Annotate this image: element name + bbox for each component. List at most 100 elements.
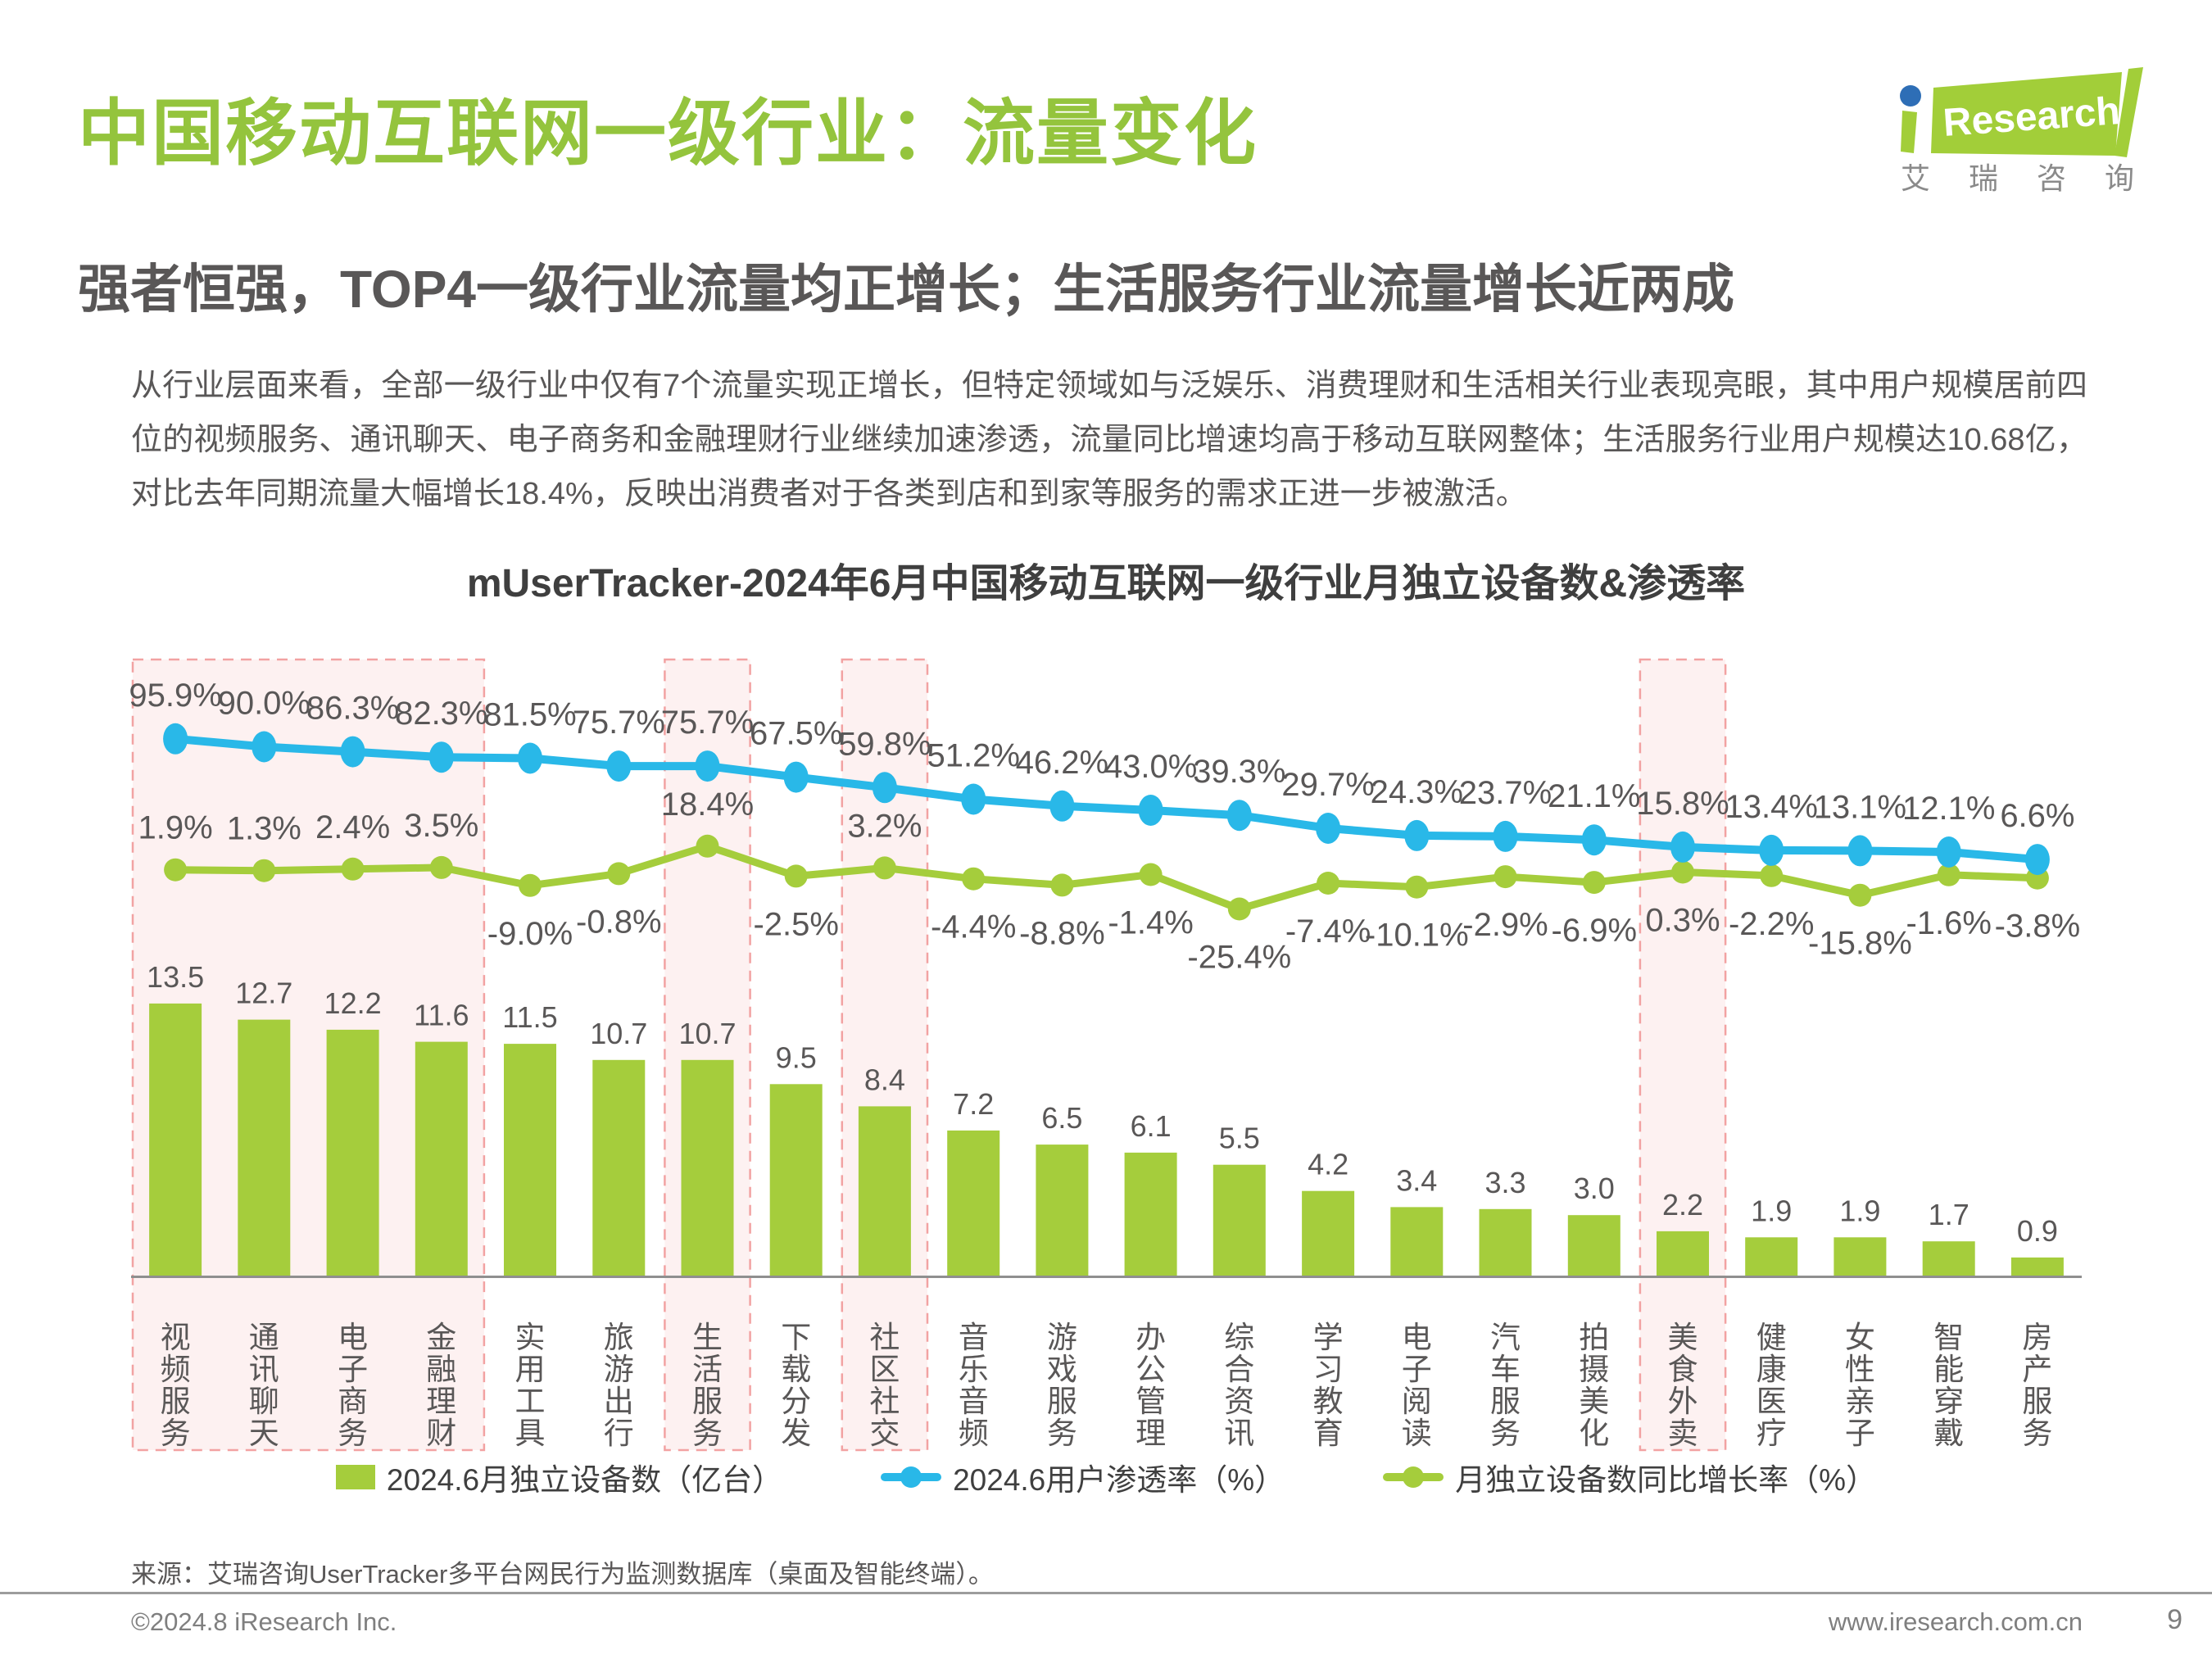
penetration-label: 29.7% — [1281, 767, 1374, 803]
category-label: 游戏服务 — [1047, 1321, 1077, 1450]
legend-line-dot-icon — [900, 1466, 922, 1488]
logo-flag-shape — [1931, 72, 2122, 156]
logo-i-dot-icon — [1900, 85, 1921, 107]
bar-生活服务 — [681, 1059, 734, 1276]
growth-label: -4.4% — [931, 909, 1017, 945]
penetration-label: 6.6% — [2000, 798, 2074, 834]
penetration-point — [695, 750, 720, 782]
logo-cn-text: 艾瑞咨询 — [1901, 161, 2173, 195]
bar-value-label: 3.0 — [1574, 1172, 1615, 1205]
growth-label: -8.8% — [1019, 915, 1105, 951]
growth-point — [519, 873, 542, 897]
penetration-point — [1936, 836, 1961, 868]
bar-实用工具 — [504, 1044, 556, 1276]
growth-label: 3.2% — [847, 808, 922, 844]
bar-电子商务 — [326, 1029, 379, 1276]
penetration-point — [163, 723, 188, 755]
bar-value-label: 1.7 — [1929, 1198, 1969, 1231]
bar-value-label: 9.5 — [776, 1040, 817, 1074]
penetration-point — [606, 750, 632, 782]
chart-title: mUserTracker-2024年6月中国移动互联网一级行业月独立设备数&渗透… — [466, 562, 1746, 605]
bar-视频服务 — [149, 1003, 202, 1276]
growth-label: 3.5% — [404, 808, 478, 844]
bar-房产服务 — [2010, 1257, 2064, 1276]
growth-label: -10.1% — [1365, 918, 1469, 954]
penetration-point — [1226, 800, 1252, 832]
category-label: 通讯聊天 — [249, 1321, 279, 1450]
penetration-point — [340, 736, 365, 768]
bar-汽车服务 — [1479, 1208, 1532, 1276]
body-paragraph: 从行业层面来看，全部一级行业中仅有7个流量实现正增长，但特定领域如与泛娱乐、消费… — [131, 369, 2087, 511]
growth-label: -2.5% — [753, 906, 839, 942]
growth-label: 1.3% — [227, 811, 301, 847]
penetration-label: 12.1% — [1902, 791, 1995, 827]
bar-value-label: 6.1 — [1131, 1109, 1172, 1143]
footer-website: www.iresearch.com.cn — [1828, 1607, 2083, 1636]
growth-label: 18.4% — [661, 786, 754, 823]
bar-游戏服务 — [1036, 1145, 1089, 1276]
category-label: 旅游出行 — [604, 1321, 634, 1450]
growth-point — [429, 855, 453, 879]
bar-音乐音频 — [947, 1130, 1000, 1276]
category-label: 健康医疗 — [1756, 1321, 1787, 1450]
growth-point — [784, 864, 808, 888]
penetration-point — [518, 742, 542, 774]
growth-label: -2.9% — [1462, 907, 1548, 943]
bar-value-label: 13.5 — [147, 960, 204, 994]
penetration-label: 81.5% — [483, 697, 576, 733]
source-note: 来源：艾瑞咨询UserTracker多平台网民行为监测数据库（桌面及智能终端）。 — [131, 1560, 994, 1589]
penetration-point — [872, 772, 897, 804]
growth-label: -6.9% — [1552, 913, 1638, 949]
logo-i-stem — [1901, 111, 1917, 153]
penetration-label: 13.4% — [1725, 789, 1817, 825]
legend-item-penetration: 2024.6用户渗透率（%） — [881, 1455, 1285, 1499]
page-title: 中国移动互联网一级行业：流量变化 — [78, 93, 1258, 174]
penetration-label: 43.0% — [1104, 749, 1197, 785]
growth-label: -9.0% — [487, 916, 573, 952]
bar-value-label: 10.7 — [590, 1017, 647, 1050]
bar-下载分发 — [769, 1084, 823, 1276]
legend-item-devices: 2024.6月独立设备数（亿台） — [335, 1455, 782, 1499]
bar-value-label: 3.4 — [1396, 1163, 1437, 1197]
growth-point — [1227, 897, 1251, 921]
category-label: 社区社交 — [869, 1321, 900, 1450]
bar-value-label: 0.9 — [2017, 1214, 2058, 1248]
growth-point — [607, 862, 631, 886]
legend-item-growth: 月独立设备数同比增长率（%） — [1383, 1455, 1876, 1499]
penetration-label: 82.3% — [395, 696, 487, 732]
category-label: 生活服务 — [692, 1321, 723, 1450]
penetration-label: 75.7% — [573, 705, 665, 741]
growth-point — [1760, 863, 1784, 887]
penetration-label: 46.2% — [1016, 745, 1108, 781]
bar-value-label: 4.2 — [1308, 1148, 1349, 1181]
bar-value-label: 11.5 — [502, 1000, 557, 1034]
penetration-label: 95.9% — [129, 678, 221, 714]
category-label: 办公管理 — [1135, 1321, 1166, 1450]
legend-label-penetration: 2024.6用户渗透率（%） — [953, 1463, 1285, 1497]
category-label: 电子商务 — [338, 1321, 368, 1450]
bar-美食外卖 — [1657, 1231, 1709, 1276]
penetration-point — [1049, 790, 1075, 822]
footer-divider — [0, 1592, 2212, 1594]
growth-point — [252, 859, 276, 882]
bar-value-label: 12.7 — [235, 977, 292, 1010]
growth-label: 0.3% — [1645, 903, 1720, 939]
penetration-point — [1316, 813, 1341, 844]
penetration-label: 23.7% — [1459, 775, 1552, 811]
growth-label: -1.4% — [1108, 905, 1194, 941]
penetration-point — [1138, 795, 1163, 826]
penetration-point — [1493, 820, 1518, 852]
bar-value-label: 12.2 — [324, 986, 382, 1020]
penetration-point — [2024, 844, 2050, 876]
legend-line-swatch-icon — [881, 1466, 942, 1488]
growth-point — [341, 857, 365, 881]
growth-point — [164, 858, 188, 882]
category-label: 美食外卖 — [1668, 1321, 1698, 1450]
penetration-point — [252, 731, 277, 763]
growth-point — [1317, 872, 1340, 895]
bar-社区社交 — [858, 1106, 911, 1276]
category-label: 智能穿戴 — [1933, 1321, 1964, 1450]
bar-金融理财 — [415, 1041, 468, 1276]
growth-point — [1494, 865, 1517, 889]
